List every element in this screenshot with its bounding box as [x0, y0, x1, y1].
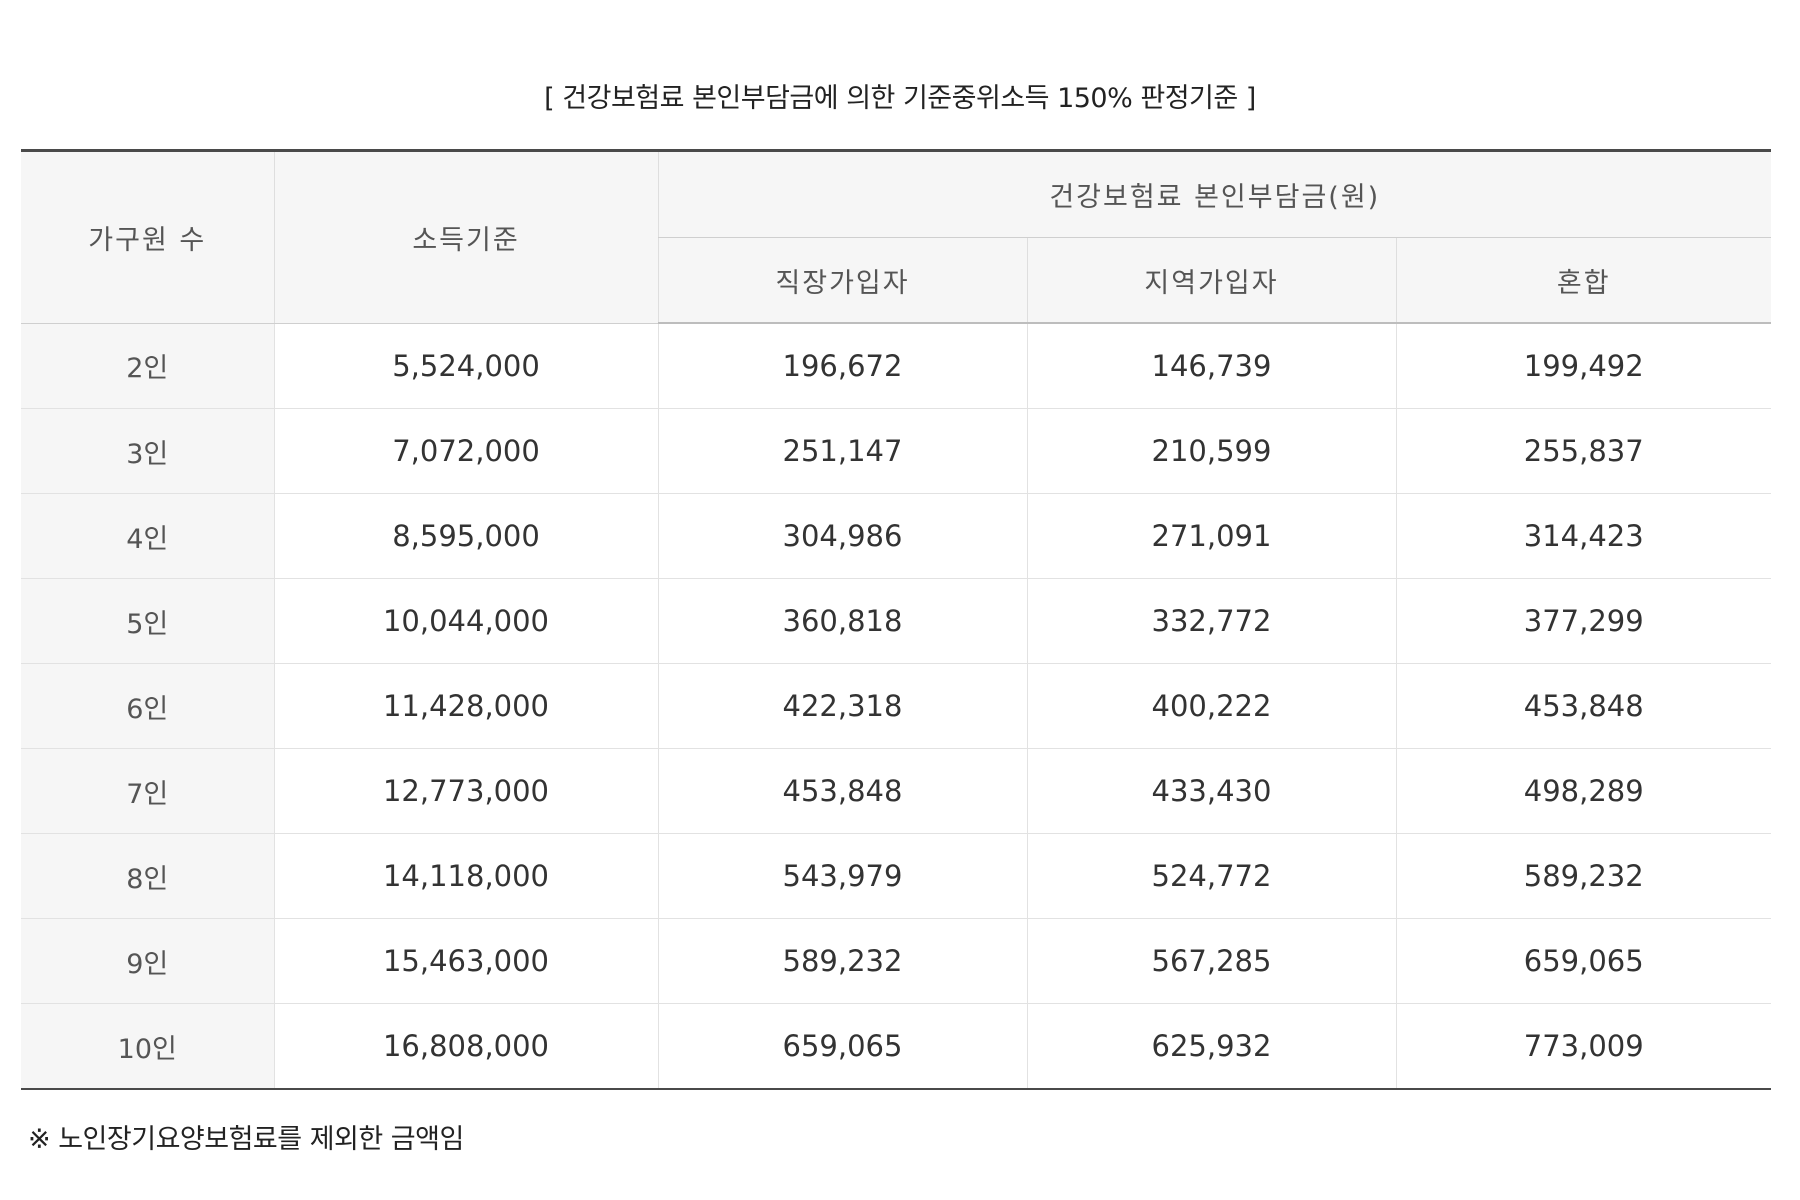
premium-group-header: 건강보험료 본인부담금(원) [657, 149, 1772, 238]
mixed-cell: 589,232 [1395, 833, 1772, 919]
income-header: 소득기준 [273, 149, 658, 324]
income-cell: 16,808,000 [273, 1003, 658, 1090]
regional-cell: 146,739 [1026, 323, 1396, 409]
employee-header: 직장가입자 [657, 237, 1027, 324]
income-cell: 12,773,000 [273, 748, 658, 834]
mixed-cell: 453,848 [1395, 663, 1772, 749]
mixed-cell: 377,299 [1395, 578, 1772, 664]
mixed-cell: 314,423 [1395, 493, 1772, 579]
employee-cell: 304,986 [657, 493, 1027, 579]
regional-cell: 210,599 [1026, 408, 1396, 494]
mixed-header: 혼합 [1395, 237, 1772, 324]
employee-cell: 196,672 [657, 323, 1027, 409]
regional-cell: 433,430 [1026, 748, 1396, 834]
income-criteria-table: 가구원 수 소득기준 건강보험료 본인부담금(원) 직장가입자 지역가입자 혼합… [21, 149, 1772, 1090]
household-cell: 7인 [21, 748, 274, 834]
employee-cell: 422,318 [657, 663, 1027, 749]
regional-cell: 524,772 [1026, 833, 1396, 919]
regional-cell: 567,285 [1026, 918, 1396, 1004]
employee-cell: 659,065 [657, 1003, 1027, 1090]
header-row-top: 가구원 수 소득기준 건강보험료 본인부담금(원) [21, 149, 1772, 324]
employee-cell: 589,232 [657, 918, 1027, 1004]
household-cell: 4인 [21, 493, 274, 579]
household-header: 가구원 수 [21, 149, 274, 324]
regional-cell: 625,932 [1026, 1003, 1396, 1090]
regional-header: 지역가입자 [1026, 237, 1396, 324]
household-cell: 10인 [21, 1003, 274, 1090]
income-cell: 11,428,000 [273, 663, 658, 749]
employee-cell: 360,818 [657, 578, 1027, 664]
household-cell: 6인 [21, 663, 274, 749]
income-cell: 15,463,000 [273, 918, 658, 1004]
mixed-cell: 498,289 [1395, 748, 1772, 834]
income-criteria-table-container: 가구원 수 소득기준 건강보험료 본인부담금(원) 직장가입자 지역가입자 혼합… [21, 149, 1772, 1090]
table-row: 7인 12,773,000 453,848 433,430 498,289 [21, 748, 1772, 834]
table-body: 2인 5,524,000 196,672 146,739 199,492 3인 … [21, 323, 1772, 1090]
table-row: 4인 8,595,000 304,986 271,091 314,423 [21, 493, 1772, 579]
table-row: 3인 7,072,000 251,147 210,599 255,837 [21, 408, 1772, 494]
employee-cell: 543,979 [657, 833, 1027, 919]
income-cell: 10,044,000 [273, 578, 658, 664]
regional-cell: 271,091 [1026, 493, 1396, 579]
mixed-cell: 659,065 [1395, 918, 1772, 1004]
income-cell: 8,595,000 [273, 493, 658, 579]
table-row: 6인 11,428,000 422,318 400,222 453,848 [21, 663, 1772, 749]
mixed-cell: 255,837 [1395, 408, 1772, 494]
household-cell: 2인 [21, 323, 274, 409]
employee-cell: 453,848 [657, 748, 1027, 834]
income-cell: 14,118,000 [273, 833, 658, 919]
household-cell: 9인 [21, 918, 274, 1004]
footnote: ※ 노인장기요양보험료를 제외한 금액임 [28, 1124, 464, 1155]
income-cell: 7,072,000 [273, 408, 658, 494]
table-header: 가구원 수 소득기준 건강보험료 본인부담금(원) 직장가입자 지역가입자 혼합 [21, 149, 1772, 324]
household-cell: 8인 [21, 833, 274, 919]
employee-cell: 251,147 [657, 408, 1027, 494]
household-cell: 3인 [21, 408, 274, 494]
table-row: 10인 16,808,000 659,065 625,932 773,009 [21, 1003, 1772, 1090]
table-row: 8인 14,118,000 543,979 524,772 589,232 [21, 833, 1772, 919]
mixed-cell: 773,009 [1395, 1003, 1772, 1090]
table-row: 2인 5,524,000 196,672 146,739 199,492 [21, 323, 1772, 409]
household-cell: 5인 [21, 578, 274, 664]
mixed-cell: 199,492 [1395, 323, 1772, 409]
regional-cell: 400,222 [1026, 663, 1396, 749]
table-row: 9인 15,463,000 589,232 567,285 659,065 [21, 918, 1772, 1004]
page-title: [ 건강보험료 본인부담금에 의한 기준중위소득 150% 판정기준 ] [544, 83, 1256, 114]
regional-cell: 332,772 [1026, 578, 1396, 664]
table-row: 5인 10,044,000 360,818 332,772 377,299 [21, 578, 1772, 664]
income-cell: 5,524,000 [273, 323, 658, 409]
header-row-sub: 직장가입자 지역가입자 혼합 [21, 237, 1772, 324]
